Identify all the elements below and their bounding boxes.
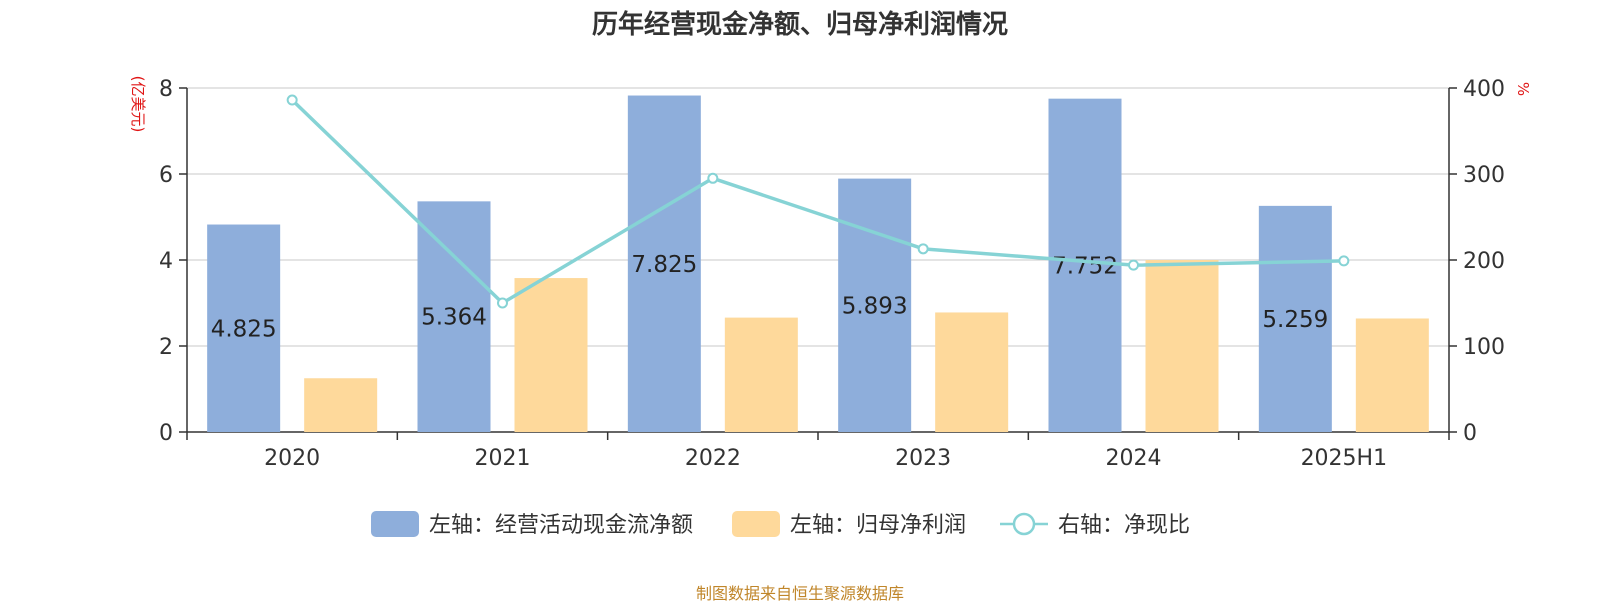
bar-data-label: 5.259 [1262, 307, 1328, 333]
y-right-tick-label: 0 [1463, 421, 1477, 446]
y-left-axis-label: (亿美元) [129, 76, 147, 133]
legend-marker [1012, 512, 1036, 536]
bar-data-label: 5.364 [421, 305, 487, 331]
y-right-tick-label: 200 [1463, 249, 1505, 274]
y-left-tick-label: 4 [159, 249, 173, 274]
bar [1355, 318, 1429, 432]
y-right-tick-label: 100 [1463, 335, 1505, 360]
legend-swatch [732, 511, 780, 537]
legend-label: 左轴：经营活动现金流净额 [429, 513, 693, 538]
bar [207, 224, 281, 432]
bar [627, 95, 701, 433]
legend-label: 右轴：净现比 [1058, 513, 1190, 538]
line-point [917, 243, 929, 255]
bar [1048, 98, 1122, 432]
y-left-tick-label: 8 [159, 77, 173, 102]
line-series [290, 98, 1344, 305]
x-tick-label: 2023 [895, 446, 951, 471]
source-footer: 制图数据来自恒生聚源数据库 [695, 584, 904, 603]
y-left-tick-label: 6 [159, 163, 173, 188]
line-point [286, 94, 298, 106]
x-tick-label: 2022 [685, 446, 741, 471]
bar [514, 278, 588, 432]
x-tick-label: 2024 [1106, 446, 1162, 471]
legend-swatch [371, 511, 419, 537]
x-tick-label: 2020 [264, 446, 320, 471]
bar [724, 317, 798, 432]
line-point [1338, 255, 1350, 267]
y-left-tick-label: 2 [159, 335, 173, 360]
line-point [1128, 259, 1139, 271]
y-right-tick-label: 400 [1463, 77, 1505, 102]
bar [1145, 260, 1219, 432]
bar [417, 201, 491, 432]
bar-data-label: 7.825 [631, 252, 697, 278]
line-point [707, 172, 719, 184]
bar-data-label: 7.752 [1052, 253, 1118, 279]
bar [304, 378, 378, 432]
x-tick-label: 2021 [475, 446, 531, 471]
x-tick-label: 2025H1 [1301, 446, 1388, 471]
bar-data-label: 4.825 [211, 316, 277, 342]
line-point [497, 297, 508, 309]
bar [1258, 205, 1332, 432]
bar [935, 312, 1009, 432]
bar-data-label: 5.893 [842, 293, 908, 319]
y-left-tick-label: 0 [159, 421, 173, 446]
y-right-axis-label: % [1514, 82, 1532, 96]
bar [838, 178, 912, 432]
legend-label: 左轴：归母净利润 [790, 513, 966, 538]
y-right-tick-label: 300 [1463, 163, 1505, 188]
chart-title: 历年经营现金净额、归母净利润情况 [591, 10, 1008, 40]
